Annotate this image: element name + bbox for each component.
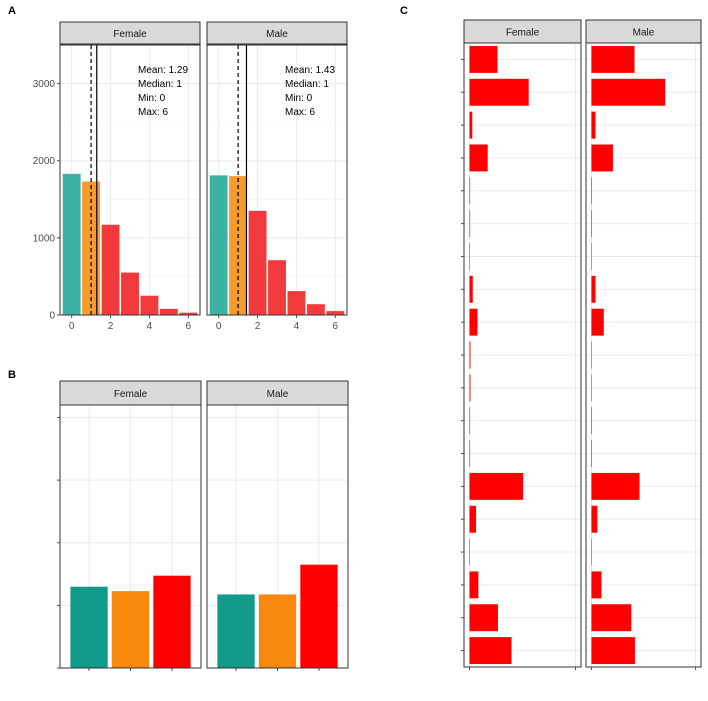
condition-bar [591,308,604,336]
percent-bar [258,594,297,668]
condition-bar [591,275,596,303]
condition-bar [469,505,477,533]
histogram-bar [159,308,178,315]
histogram-bar [229,176,248,315]
stats-annotation: Median: 1 [138,79,182,90]
condition-bar [469,341,471,369]
histogram-bar [62,173,81,315]
condition-bar [591,472,640,500]
x-tick-label: 4 [147,321,153,332]
condition-bar [469,210,471,238]
stats-annotation: Max: 6 [285,107,315,118]
condition-bar [469,78,529,106]
condition-bar [591,177,593,205]
facet-strip-label: Male [267,389,289,400]
y-tick-label: 2000 [33,156,56,167]
percent-bar [153,575,191,668]
percent-bar [300,564,338,668]
percent-bar [217,594,255,668]
panel-label-c: C [400,5,408,17]
histogram-bar [101,224,120,315]
condition-bar [469,308,478,336]
y-tick-label: 0 [49,311,55,322]
condition-bar [469,111,473,139]
condition-bar [469,144,488,172]
x-tick-label: 2 [108,321,114,332]
panel-border [59,404,202,669]
histogram-bar [121,272,139,315]
condition-bar [591,144,613,172]
condition-bar [591,571,602,599]
facet-strip-label: Female [506,28,540,39]
facet-strip-label: Female [114,389,148,400]
x-tick-label: 2 [255,321,261,332]
histogram-bar [179,312,198,315]
x-tick-label: 6 [186,321,192,332]
y-tick-label: 3000 [33,79,56,90]
panel-label-a: A [8,5,16,17]
stats-annotation: Max: 6 [138,107,168,118]
facet-strip [59,21,201,45]
panel-border [206,404,349,669]
stats-annotation: Mean: 1.29 [138,65,188,76]
condition-bar [469,177,471,205]
stats-annotation: Median: 1 [285,79,329,90]
x-tick-label: 0 [69,321,75,332]
condition-bar [591,505,598,533]
condition-bar [591,407,593,435]
condition-bar [591,440,593,467]
panel-border [59,44,201,316]
facet-strip-label: Female [113,29,147,40]
histogram-bar [268,260,286,315]
panel-a-histogram: Female Mean: 1.29 Median: 1 Min: 0 Max: 6 0 2 4… [33,21,348,332]
condition-bar [469,472,524,500]
panel-c-condition-bars: Female Male [461,19,702,670]
percent-bar [70,586,108,668]
panel-label-b: B [8,369,16,381]
condition-bar [469,407,471,435]
histogram-bar [326,311,345,315]
facet-strip [206,21,348,45]
panel-border [206,44,348,316]
histogram-bar [140,295,159,315]
condition-bar [469,45,498,73]
condition-bar [469,374,471,402]
stats-annotation: Min: 0 [138,93,166,104]
condition-bar [591,45,635,73]
panel-b-grouped-bars: Female Male [57,380,349,671]
percent-bar [111,591,150,668]
condition-bar [469,604,498,632]
condition-bar [591,637,635,665]
histogram-bar [306,304,325,315]
facet-strip [206,380,349,406]
condition-bar [591,604,632,632]
stats-annotation: Mean: 1.43 [285,65,335,76]
condition-bar [469,637,512,665]
y-tick-label: 1000 [33,233,56,244]
condition-bar [591,78,666,106]
condition-bar [469,571,479,599]
histogram-bar [209,175,228,315]
panel-border [585,42,702,668]
x-tick-label: 4 [294,321,300,332]
x-tick-label: 6 [333,321,339,332]
condition-bar [469,440,471,467]
condition-bar [591,111,596,139]
condition-bar [591,210,593,238]
histogram-bar [248,210,267,315]
facet-strip-label: Male [633,28,655,39]
condition-bar [469,275,473,303]
x-tick-label: 0 [216,321,222,332]
stats-annotation: Min: 0 [285,93,313,104]
facet-strip-label: Male [266,29,288,40]
histogram-bar [287,291,306,315]
